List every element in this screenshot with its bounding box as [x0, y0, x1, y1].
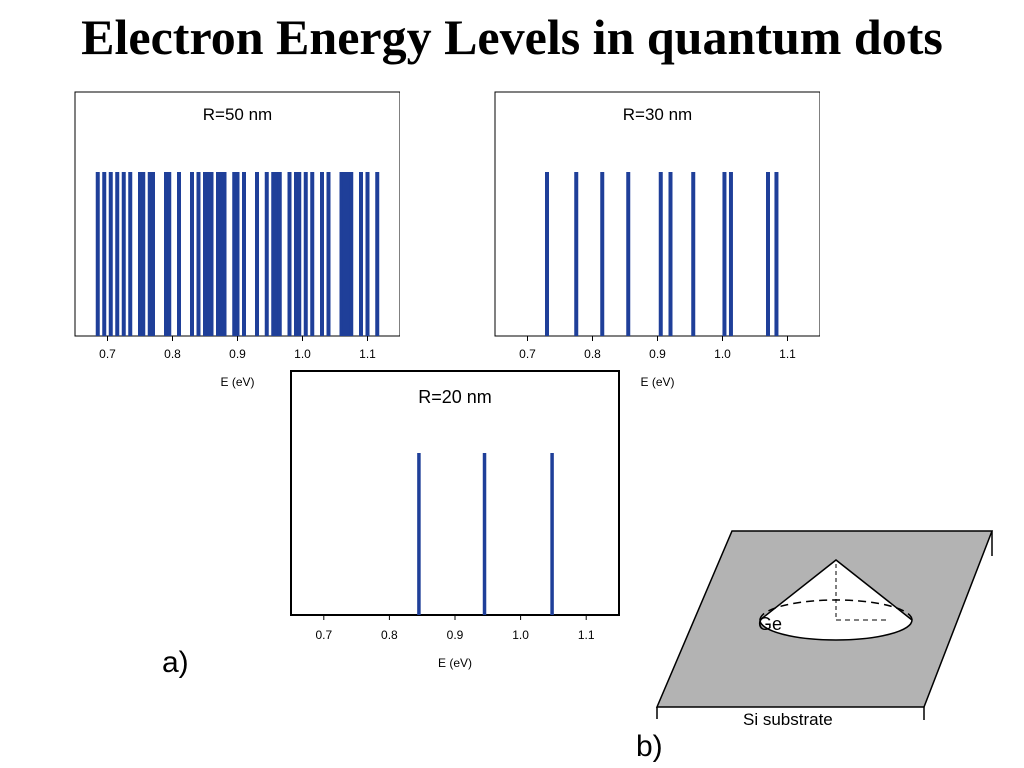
- chart-r30-tick-label-0: 0.7: [519, 347, 536, 361]
- chart-r30: R=30 nm 0.7 0.8 0.9 1.0 1.1 E (eV): [494, 91, 820, 389]
- chart-r30-tick-label-1: 0.8: [584, 347, 601, 361]
- chart-r30-tick-label-3: 1.0: [714, 347, 731, 361]
- chart-r50-tick-label-1: 0.8: [164, 347, 181, 361]
- chart-r30-tick-label-4: 1.1: [779, 347, 796, 361]
- chart-r30-frame: [494, 91, 820, 337]
- chart-r20-tick-label-2: 0.9: [447, 628, 464, 642]
- chart-r20-tick-label-3: 1.0: [512, 628, 529, 642]
- chart-r50-xlabel: E (eV): [220, 375, 254, 389]
- chart-r20: R=20 nm 0.7 0.8 0.9 1.0 1.1 E (eV): [290, 370, 620, 670]
- chart-r20-frame: [290, 370, 620, 616]
- ge-label: Ge: [758, 614, 782, 634]
- chart-r20-tick-label-0: 0.7: [315, 628, 332, 642]
- page-title: Electron Energy Levels in quantum dots: [81, 9, 943, 65]
- chart-r30-title: R=30 nm: [623, 105, 692, 124]
- chart-r50-tick-label-2: 0.9: [229, 347, 246, 361]
- chart-r50-tick-label-0: 0.7: [99, 347, 116, 361]
- label-a: a): [162, 646, 189, 679]
- chart-r30-xlabel: E (eV): [640, 375, 674, 389]
- chart-r20-title: R=20 nm: [418, 387, 492, 407]
- chart-r50-title: R=50 nm: [203, 105, 272, 124]
- quantum-dot-diagram: Ge Si substrate: [655, 530, 994, 729]
- chart-r20-tick-label-4: 1.1: [578, 628, 595, 642]
- chart-r30-tick-label-2: 0.9: [649, 347, 666, 361]
- chart-r20-tick-label-1: 0.8: [381, 628, 398, 642]
- label-b: b): [636, 730, 663, 763]
- chart-r20-xlabel: E (eV): [438, 656, 472, 670]
- substrate-label: Si substrate: [743, 710, 833, 729]
- chart-r50-tick-label-4: 1.1: [359, 347, 376, 361]
- chart-r50: R=50 nm 0.7 0.8 0.9 1.0 1.1 E (eV): [74, 91, 400, 389]
- chart-r50-tick-label-3: 1.0: [294, 347, 311, 361]
